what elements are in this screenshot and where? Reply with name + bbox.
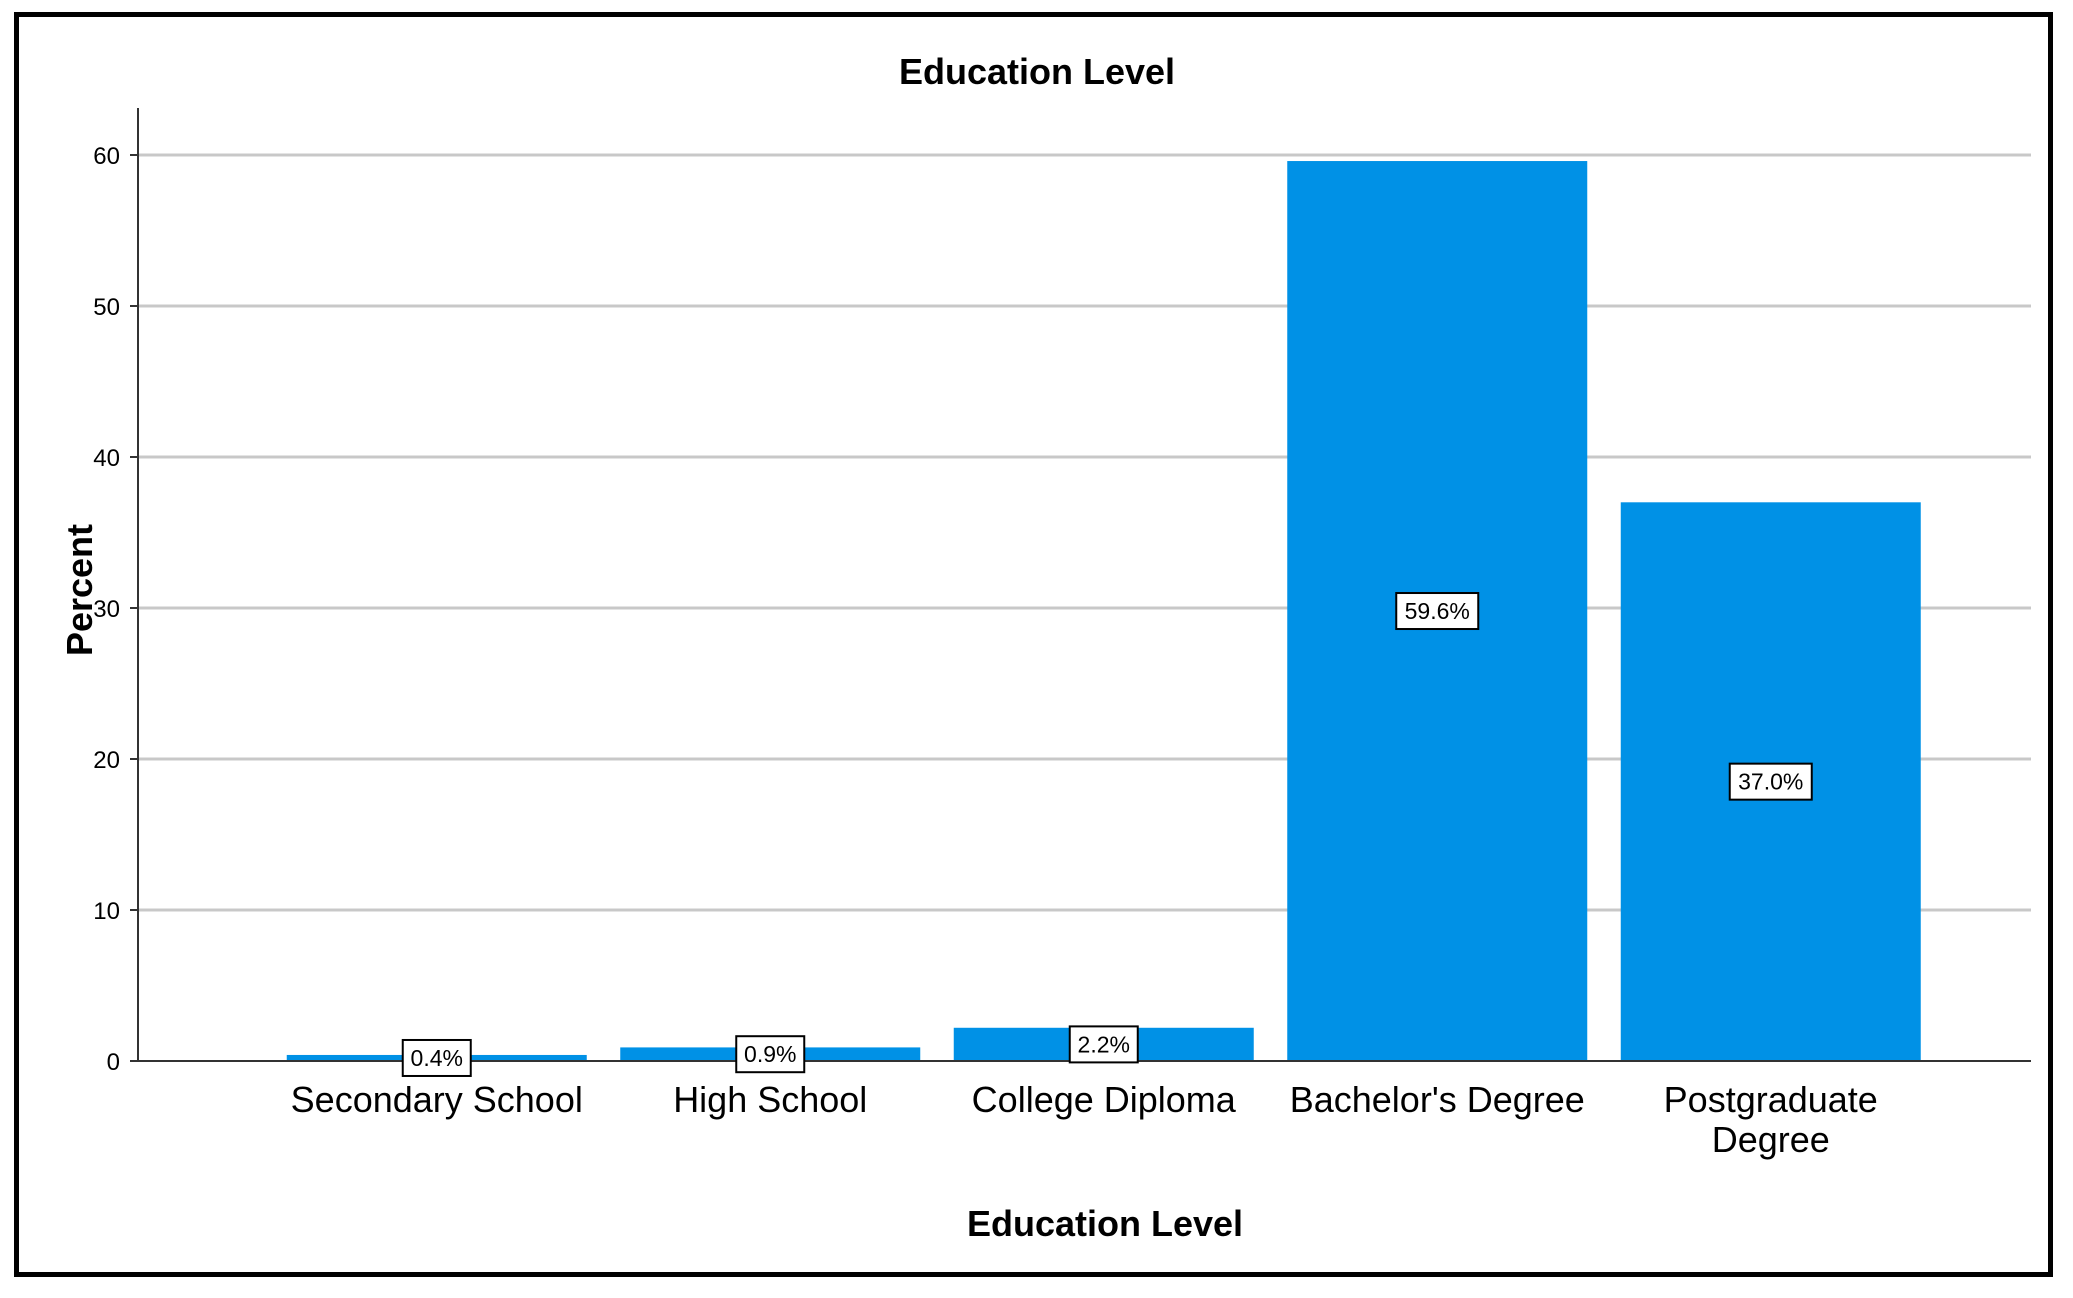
y-tick-label: 50	[93, 294, 120, 321]
data-label: 0.4%	[411, 1045, 463, 1071]
data-label-box	[1728, 762, 1813, 801]
y-tick-label: 10	[93, 898, 120, 925]
data-labels: 0.4% 0.9% 2.2% 59.6% 37.0%	[401, 592, 1813, 1077]
bars	[286, 161, 1921, 1062]
data-label: 2.2%	[1078, 1031, 1130, 1057]
x-category-label: Postgraduate	[1664, 1079, 1878, 1120]
data-label-box	[1395, 592, 1480, 631]
y-tick-label: 0	[107, 1049, 120, 1076]
chart-title: Education Level	[899, 51, 1175, 92]
data-label-box	[735, 1035, 806, 1074]
y-tick-label: 40	[93, 445, 120, 472]
data-label-box	[401, 1038, 472, 1077]
x-axis-title: Education Level	[967, 1203, 1243, 1244]
x-category-labels: Secondary School High School College Diplo…	[291, 1079, 1878, 1160]
y-ticks: 0 10 20 30 40 50 60	[93, 143, 138, 1076]
x-category-label: Degree	[1712, 1119, 1830, 1160]
y-tick-label: 30	[93, 596, 120, 623]
x-category-label: Secondary School	[291, 1079, 583, 1120]
data-label: 0.9%	[744, 1041, 796, 1067]
data-label: 59.6%	[1405, 598, 1470, 624]
x-category-label: Bachelor's Degree	[1290, 1079, 1585, 1120]
data-label-box	[1068, 1025, 1139, 1064]
y-tick-label: 60	[93, 143, 120, 170]
y-tick-label: 20	[93, 747, 120, 774]
x-category-label: College Diploma	[972, 1079, 1237, 1120]
data-label: 37.0%	[1738, 769, 1803, 795]
x-category-label: High School	[673, 1079, 867, 1120]
y-axis-title: Percent	[59, 524, 100, 656]
